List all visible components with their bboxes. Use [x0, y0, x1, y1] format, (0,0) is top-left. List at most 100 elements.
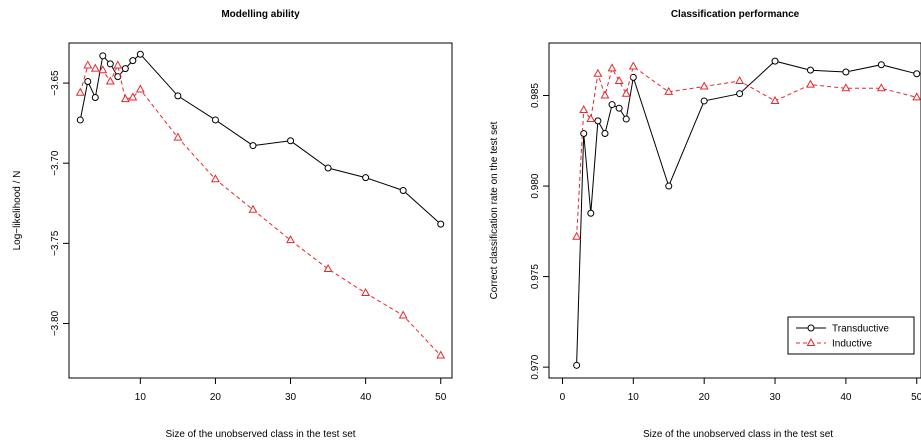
data-point-triangle — [586, 114, 596, 123]
x-axis-label: Size of the unobserved class in the test… — [643, 429, 833, 440]
x-axis: 10 20 30 40 50 — [135, 378, 447, 403]
legend: Transductive Inductive — [787, 316, 915, 355]
data-point-circle — [877, 61, 885, 69]
data-point-circle — [665, 182, 673, 190]
plot-frame — [548, 42, 921, 379]
data-point-triangle — [841, 83, 851, 92]
y-axis-label: Log−likelihood / N — [12, 171, 23, 251]
data-point-triangle — [579, 104, 589, 113]
y-tick-label: −3.80 — [50, 310, 61, 336]
data-point-circle — [587, 209, 595, 217]
data-point-triangle — [572, 231, 582, 240]
data-point-circle — [615, 104, 623, 112]
data-point-triangle — [135, 84, 145, 93]
data-point-triangle — [770, 95, 780, 104]
data-point-circle — [324, 164, 332, 172]
data-point-circle — [573, 361, 581, 369]
chart-title: Modelling ability — [221, 9, 300, 20]
series-line-1 — [576, 65, 917, 237]
x-tick-label: 20 — [699, 392, 711, 403]
data-point-circle — [106, 60, 114, 68]
data-point-triangle — [323, 263, 333, 273]
y-axis-label: Correct classification rate on the test … — [489, 121, 500, 299]
legend-box — [787, 316, 915, 355]
data-point-triangle — [912, 92, 921, 101]
series-layer — [75, 50, 446, 359]
data-point-circle — [842, 68, 850, 76]
data-point-circle — [622, 115, 630, 123]
series-layer — [572, 57, 921, 369]
data-point-triangle — [664, 86, 674, 95]
x-tick-label: 40 — [840, 392, 852, 403]
data-point-triangle — [83, 60, 93, 69]
data-point-triangle — [614, 75, 624, 85]
x-tick-label: 10 — [628, 392, 640, 403]
data-point-triangle — [621, 88, 631, 97]
data-point-circle — [913, 70, 921, 78]
data-point-circle — [399, 186, 407, 194]
data-point-circle — [771, 57, 779, 65]
y-tick-label: 0.970 — [530, 354, 541, 379]
y-axis: −3.65 −3.70 −3.75 −3.80 — [50, 70, 69, 336]
data-point-triangle — [173, 132, 183, 141]
data-point-circle — [700, 97, 708, 105]
legend-marker-transductive — [807, 324, 815, 332]
data-point-triangle — [75, 87, 85, 96]
x-tick-label: 0 — [560, 392, 566, 403]
data-point-triangle — [210, 174, 220, 183]
series-line-0 — [79, 53, 442, 225]
x-tick-label: 30 — [285, 392, 297, 403]
data-point-circle — [580, 130, 588, 138]
data-point-circle — [174, 92, 182, 100]
data-point-circle — [129, 57, 137, 65]
data-point-triangle — [361, 288, 371, 297]
data-point-circle — [594, 117, 602, 125]
data-point-triangle — [248, 204, 258, 213]
data-point-circle — [84, 77, 92, 85]
data-point-triangle — [90, 63, 100, 72]
data-point-triangle — [436, 350, 446, 359]
x-tick-label: 50 — [911, 392, 921, 403]
y-tick-label: 0.975 — [530, 264, 541, 289]
data-point-triangle — [735, 75, 745, 85]
y-axis: 0.970 0.975 0.980 0.985 — [530, 83, 549, 380]
data-point-triangle — [607, 63, 617, 72]
data-point-triangle — [593, 68, 603, 77]
data-point-circle — [362, 174, 370, 182]
data-point-triangle — [113, 60, 123, 69]
y-tick-label: −3.70 — [50, 150, 61, 176]
data-point-circle — [136, 50, 144, 58]
x-tick-label: 50 — [435, 392, 447, 403]
legend-marker-inductive — [806, 337, 816, 346]
plot-frame — [68, 42, 453, 379]
x-tick-label: 30 — [769, 392, 781, 403]
x-tick-label: 40 — [360, 392, 372, 403]
data-point-triangle — [699, 81, 709, 90]
data-point-triangle — [120, 94, 130, 103]
data-point-circle — [601, 130, 609, 138]
x-axis: 0 10 20 30 40 50 — [560, 378, 921, 403]
data-point-circle — [736, 90, 744, 98]
data-point-circle — [91, 93, 99, 101]
data-point-triangle — [806, 79, 815, 88]
data-point-triangle — [105, 76, 115, 85]
data-point-triangle — [98, 65, 108, 74]
data-point-circle — [608, 101, 616, 109]
data-point-circle — [287, 137, 295, 145]
data-point-triangle — [876, 83, 886, 92]
data-point-triangle — [286, 235, 295, 244]
data-point-triangle — [628, 61, 638, 70]
x-axis-label: Size of the unobserved class in the test… — [165, 429, 355, 440]
legend-label-inductive: Inductive — [832, 339, 872, 350]
y-tick-label: −3.65 — [50, 70, 61, 96]
x-tick-label: 20 — [210, 392, 222, 403]
data-point-circle — [249, 142, 257, 150]
y-tick-label: −3.75 — [50, 230, 61, 256]
series-line-1 — [79, 63, 442, 356]
data-point-circle — [121, 65, 129, 73]
classification-performance-chart: Classification performance Size of the u… — [489, 9, 921, 440]
y-tick-label: 0.980 — [530, 173, 541, 198]
legend-label-transductive: Transductive — [832, 324, 889, 335]
chart-title: Classification performance — [671, 9, 800, 20]
